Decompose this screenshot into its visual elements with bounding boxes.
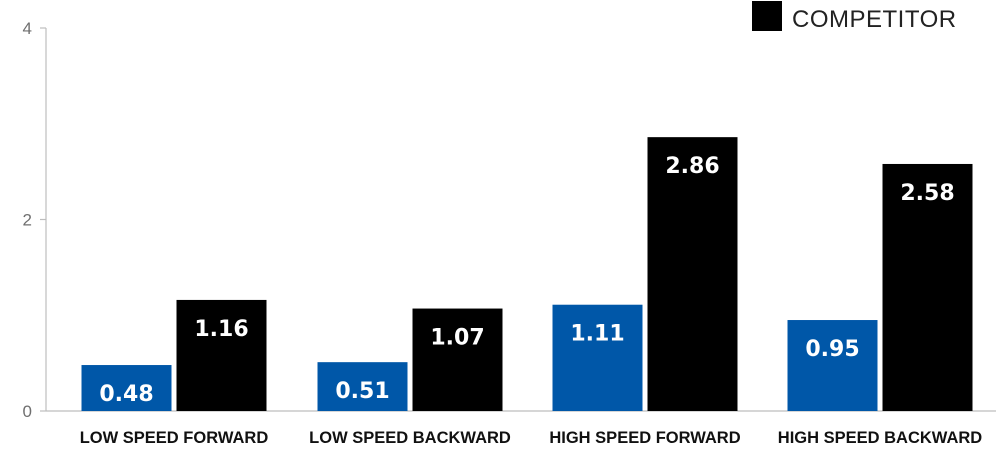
bar-value-label: 0.95 [805, 337, 859, 362]
bar-series-1 [787, 320, 878, 411]
bar-value-label: 0.51 [335, 379, 389, 404]
bar-competitor [412, 308, 503, 411]
bar-value-label: 1.16 [194, 317, 248, 342]
bars-group: 0.48 1.16 0.51 1.07 1.11 2.86 0.95 2.58 [81, 137, 973, 411]
category-labels: LOW SPEED FORWARD LOW SPEED BACKWARD HIGH … [80, 429, 983, 447]
bar-value-label: 2.58 [900, 181, 954, 206]
y-tick-label: 2 [23, 211, 32, 230]
bar-series-1 [552, 304, 643, 411]
bar-value-label: 1.11 [570, 322, 624, 347]
legend-label-competitor: COMPETITOR [792, 6, 957, 33]
y-tick-label: 0 [23, 402, 32, 421]
x-category-label: LOW SPEED FORWARD [80, 429, 269, 447]
y-ticks: 0 2 4 [23, 19, 46, 421]
legend: COMPETITOR [752, 1, 957, 33]
x-category-label: LOW SPEED BACKWARD [309, 429, 511, 447]
bar-value-label: 0.48 [99, 382, 153, 407]
x-category-label: HIGH SPEED BACKWARD [778, 429, 983, 447]
bar-competitor [176, 299, 267, 411]
bar-series-1 [317, 362, 408, 411]
bar-competitor [647, 137, 738, 411]
bar-series-1 [81, 365, 172, 411]
y-tick-label: 4 [23, 19, 32, 38]
bar-value-label: 1.07 [430, 326, 484, 351]
bar-competitor [882, 163, 973, 411]
legend-swatch-competitor [752, 1, 782, 31]
bar-value-label: 2.86 [665, 154, 719, 179]
x-category-label: HIGH SPEED FORWARD [549, 429, 740, 447]
